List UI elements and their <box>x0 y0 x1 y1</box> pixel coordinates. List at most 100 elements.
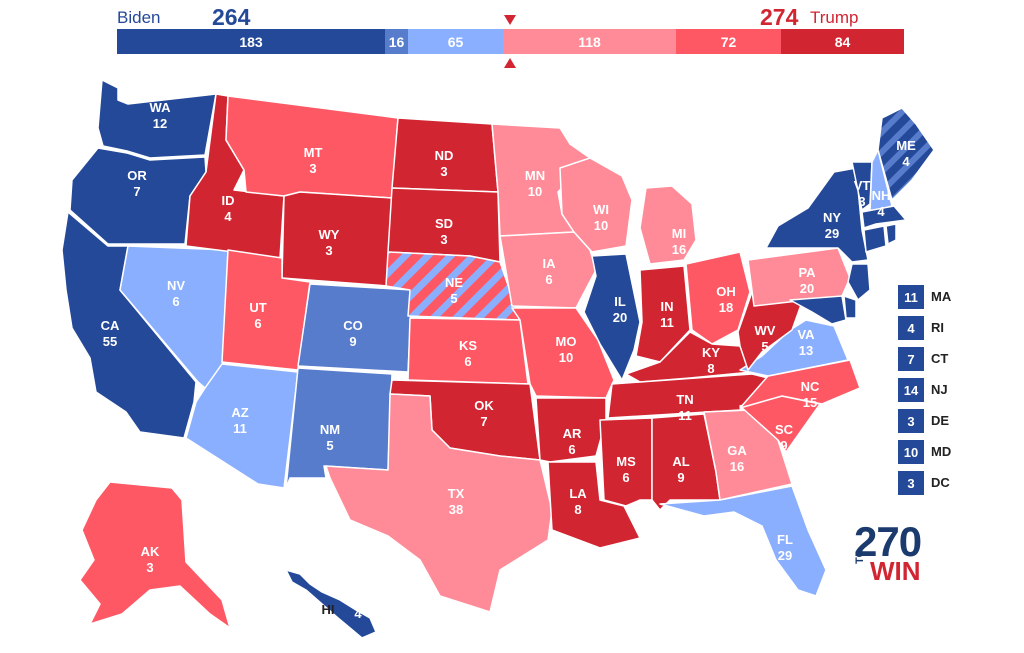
state-abbr-mi: MI <box>672 226 686 241</box>
state-abbr-or: OR <box>127 168 147 183</box>
state-abbr-tx: TX <box>448 486 465 501</box>
state-pa[interactable] <box>747 247 851 307</box>
state-ev-co: 9 <box>349 334 356 349</box>
legend-abbr-dc: DC <box>931 475 950 490</box>
state-ne[interactable] <box>385 251 521 321</box>
state-il[interactable] <box>583 253 641 381</box>
state-ev-nh: 4 <box>877 204 885 219</box>
legend-abbr-nj: NJ <box>931 382 948 397</box>
state-abbr-nm: NM <box>320 422 340 437</box>
state-ev-sc: 9 <box>780 438 787 453</box>
legend-ev-ri[interactable]: 4 <box>898 316 924 340</box>
state-ev-mi: 16 <box>672 242 686 257</box>
segment-likely-d[interactable]: 16 <box>385 29 408 54</box>
state-ev-ia: 6 <box>545 272 552 287</box>
state-abbr-il: IL <box>614 294 626 309</box>
state-de[interactable] <box>843 295 857 319</box>
state-ev-la: 8 <box>574 502 581 517</box>
logo-number: 270 <box>854 518 922 565</box>
state-ev-az: 11 <box>233 421 247 436</box>
state-mi[interactable] <box>639 185 697 265</box>
rep-electoral-votes: 274 <box>760 4 799 30</box>
legend-abbr-ct: CT <box>931 351 949 366</box>
state-abbr-ne: NE <box>445 275 463 290</box>
legend-ev-md[interactable]: 10 <box>898 440 924 464</box>
state-ar[interactable] <box>535 397 607 463</box>
state-ev-me: 4 <box>902 154 910 169</box>
legend-ev-de[interactable]: 3 <box>898 409 924 433</box>
state-ev-mn: 10 <box>528 184 542 199</box>
state-va[interactable] <box>739 319 849 377</box>
segment-lean-r[interactable]: 118 <box>503 29 676 54</box>
legend-ev-ma[interactable]: 11 <box>898 285 924 309</box>
state-ev-wa: 12 <box>153 116 167 131</box>
state-abbr-az: AZ <box>231 405 248 420</box>
segment-safe-r[interactable]: 84 <box>781 29 904 54</box>
state-ev-in: 11 <box>660 315 674 330</box>
state-wi[interactable] <box>559 157 633 253</box>
state-ct[interactable] <box>863 225 887 253</box>
legend-ev-dc[interactable]: 3 <box>898 471 924 495</box>
state-nc[interactable] <box>739 359 861 409</box>
state-ny[interactable] <box>765 167 869 263</box>
state-ev-ks: 6 <box>464 354 471 369</box>
state-abbr-ia: IA <box>543 256 557 271</box>
dem-electoral-votes: 264 <box>212 4 251 30</box>
state-ev-ga: 16 <box>730 459 744 474</box>
legend-abbr-de: DE <box>931 413 950 428</box>
state-abbr-hi: HI <box>322 602 335 617</box>
state-abbr-mn: MN <box>525 168 545 183</box>
state-ri[interactable] <box>885 223 897 245</box>
state-wa[interactable] <box>97 79 217 159</box>
state-ev-nv: 6 <box>172 294 179 309</box>
state-ev-ut: 6 <box>254 316 261 331</box>
state-la[interactable] <box>547 461 641 549</box>
state-abbr-mt: MT <box>304 145 323 160</box>
state-abbr-ga: GA <box>727 443 747 458</box>
state-abbr-me: ME <box>896 138 916 153</box>
state-mn[interactable] <box>491 123 591 237</box>
segment-lean-d[interactable]: 65 <box>408 29 503 54</box>
270towin-logo[interactable]: 270 TO WIN <box>852 518 952 588</box>
state-abbr-ok: OK <box>474 398 494 413</box>
state-abbr-ks: KS <box>459 338 477 353</box>
state-ev-nc: 15 <box>803 395 817 410</box>
state-abbr-oh: OH <box>716 284 736 299</box>
state-ev-nm: 5 <box>326 438 333 453</box>
legend-ev-ct[interactable]: 7 <box>898 347 924 371</box>
state-ev-tn: 11 <box>678 408 692 423</box>
legend-abbr-ri: RI <box>931 320 944 335</box>
state-ev-ak: 3 <box>146 560 153 575</box>
state-ev-ny: 29 <box>825 226 839 241</box>
state-abbr-nd: ND <box>435 148 454 163</box>
state-tx[interactable] <box>325 393 553 613</box>
state-abbr-ar: AR <box>563 426 582 441</box>
state-ev-il: 20 <box>613 310 627 325</box>
state-abbr-ky: KY <box>702 345 720 360</box>
state-md[interactable] <box>789 295 847 325</box>
state-nj[interactable] <box>847 263 871 301</box>
state-ev-tx: 38 <box>449 502 463 517</box>
state-ak[interactable] <box>79 481 231 629</box>
state-fl[interactable] <box>659 485 827 597</box>
270-marker-top-icon <box>504 15 516 25</box>
vote-segments-bar: 183 16 65 118 72 84 <box>117 29 904 54</box>
us-electoral-map: WA12OR7CA55NV6ID4MT3WY3UT6AZ11CO9NM5ND3S… <box>61 79 935 639</box>
state-abbr-ak: AK <box>141 544 160 559</box>
segment-safe-d[interactable]: 183 <box>117 29 385 54</box>
state-ut[interactable] <box>221 249 311 371</box>
state-me[interactable] <box>877 107 935 201</box>
state-ev-mt: 3 <box>309 161 316 176</box>
state-ev-wy: 3 <box>325 243 332 258</box>
state-ma[interactable] <box>861 205 907 229</box>
state-hi[interactable] <box>285 569 377 639</box>
segment-likely-r[interactable]: 72 <box>676 29 781 54</box>
legend-ev-nj[interactable]: 14 <box>898 378 924 402</box>
state-ev-oh: 18 <box>719 300 733 315</box>
state-ev-or: 7 <box>133 184 140 199</box>
state-ev-mo: 10 <box>559 350 573 365</box>
logo-to: TO <box>854 548 866 564</box>
state-abbr-vt: VT <box>854 178 871 193</box>
state-ev-wi: 10 <box>594 218 608 233</box>
state-abbr-in: IN <box>661 299 674 314</box>
